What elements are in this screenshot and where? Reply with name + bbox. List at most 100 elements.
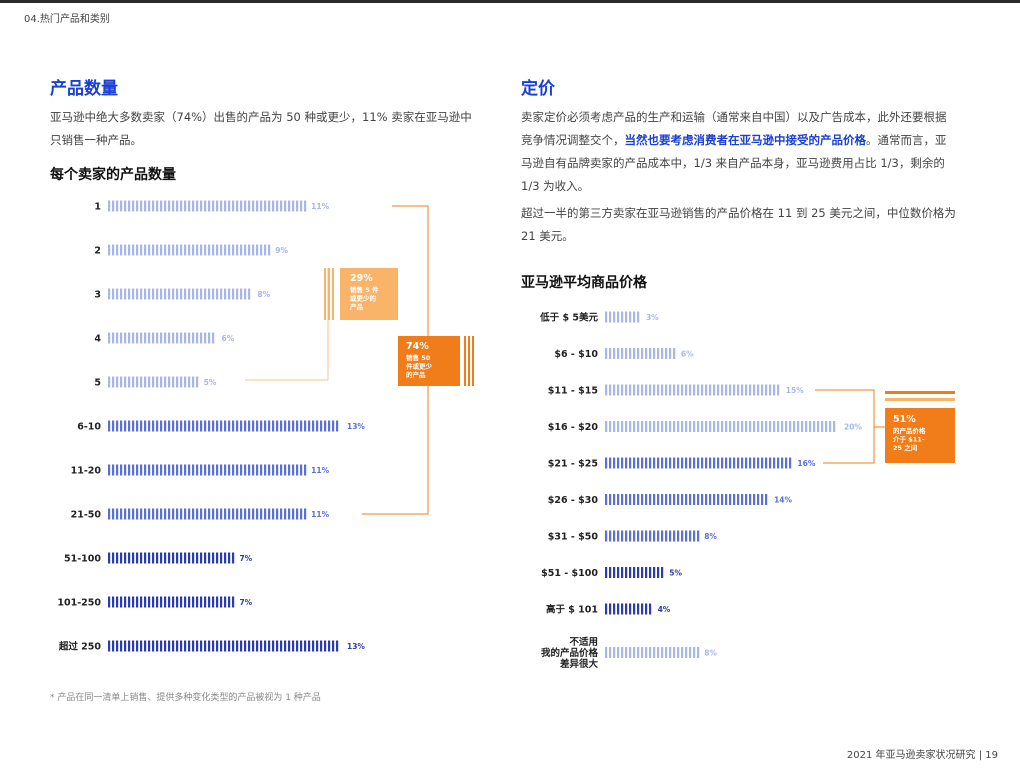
- bar-stripe: [164, 552, 167, 564]
- bar-stripe: [136, 596, 139, 608]
- bar-stripe: [304, 200, 307, 212]
- bar-stripe: [160, 200, 163, 212]
- bar-stripe: [196, 376, 199, 388]
- bar-stripe: [208, 244, 211, 256]
- bar-stripe: [108, 596, 111, 608]
- bar-stripe: [192, 464, 195, 476]
- bar-stripe: [617, 567, 620, 578]
- bar-stripe: [637, 647, 640, 658]
- bar-stripe: [200, 508, 203, 520]
- bar-stripe: [613, 647, 616, 658]
- bar-stripe: [641, 384, 644, 396]
- bar-stripe: [216, 464, 219, 476]
- bar-stripe: [725, 384, 728, 396]
- bar-stripe: [148, 552, 151, 564]
- bar-stripe: [208, 640, 211, 652]
- bar-stripe: [176, 288, 179, 300]
- bar-stripe: [288, 200, 291, 212]
- bar-stripe: [152, 420, 155, 432]
- bar-stripe: [108, 640, 111, 652]
- bar-stripe: [693, 494, 696, 505]
- bar-stripe: [216, 552, 219, 564]
- bar-stripe: [204, 464, 207, 476]
- bar-stripe: [172, 376, 175, 388]
- bar-stripe: [204, 420, 207, 432]
- bar-stripe: [737, 494, 740, 505]
- bar-stripe: [160, 332, 163, 344]
- bar-stripe: [777, 457, 780, 469]
- bar-stripe: [112, 464, 115, 476]
- bar-stripe: [264, 464, 267, 476]
- bar-stripe: [693, 421, 696, 432]
- bar-stripe: [192, 288, 195, 300]
- callout-29-text: 产品: [350, 302, 364, 311]
- bar-stripe: [629, 494, 632, 505]
- bar-stripe: [741, 384, 744, 396]
- bar-stripe: [809, 421, 812, 432]
- bar-stripe: [188, 200, 191, 212]
- bar-stripe: [677, 457, 680, 469]
- bar-stripe: [625, 384, 628, 396]
- bar-stripe: [725, 494, 728, 505]
- bar-stripe: [701, 494, 704, 505]
- bar-stripe: [829, 421, 832, 432]
- category-label: $6 - $10: [554, 349, 598, 360]
- callout-stripe: [324, 268, 326, 320]
- bar-stripe: [172, 464, 175, 476]
- bar-stripe: [220, 420, 223, 432]
- bar-stripe: [196, 244, 199, 256]
- bar-stripe: [641, 348, 644, 359]
- bar-stripe: [196, 596, 199, 608]
- bar-stripe: [761, 421, 764, 432]
- bar-stripe: [148, 640, 151, 652]
- bar-stripe: [248, 508, 251, 520]
- category-label: $26 - $30: [548, 495, 599, 506]
- bar-stripe: [144, 640, 147, 652]
- bar-stripe: [196, 552, 199, 564]
- bar-stripe: [216, 420, 219, 432]
- bar-stripe: [188, 332, 191, 344]
- bar-stripe: [140, 200, 143, 212]
- bar-stripe: [216, 288, 219, 300]
- bar-stripe: [220, 288, 223, 300]
- bar-stripe: [176, 552, 179, 564]
- bar-stripe: [184, 288, 187, 300]
- bar-stripe: [645, 494, 648, 505]
- bar-stripe: [761, 494, 764, 505]
- value-label: 5%: [204, 378, 217, 387]
- bar-stripe: [288, 420, 291, 432]
- bar-stripe: [108, 552, 111, 564]
- bar-stripe: [128, 464, 131, 476]
- bar-stripe: [633, 603, 636, 615]
- bar-stripe: [645, 348, 648, 359]
- bar-stripe: [208, 464, 211, 476]
- bar-stripe: [629, 311, 632, 323]
- bar-stripe: [152, 200, 155, 212]
- bar-stripe: [244, 244, 247, 256]
- bar-stripe: [681, 457, 684, 469]
- bar-stripe: [112, 332, 115, 344]
- bar-stripe: [797, 421, 800, 432]
- bar-stripe: [641, 530, 644, 542]
- bar-stripe: [140, 596, 143, 608]
- bar-stripe: [128, 376, 131, 388]
- bar-stripe: [232, 552, 235, 564]
- bar-stripe: [304, 464, 307, 476]
- bar-stripe: [260, 244, 263, 256]
- bar-stripe: [733, 457, 736, 469]
- bar-stripe: [244, 420, 247, 432]
- bar-stripe: [252, 200, 255, 212]
- bar-stripe: [605, 603, 608, 615]
- bar-stripe: [228, 420, 231, 432]
- category-label: 2: [94, 246, 101, 257]
- bar-stripe: [609, 457, 612, 469]
- bar-stripe: [132, 288, 135, 300]
- callout-stripe: [332, 268, 334, 320]
- bar-stripe: [152, 376, 155, 388]
- bar-stripe: [168, 508, 171, 520]
- bar-stripe: [669, 348, 672, 359]
- bar-stripe: [697, 421, 700, 432]
- bar-stripe: [132, 376, 135, 388]
- bar-stripe: [192, 596, 195, 608]
- bar-stripe: [184, 244, 187, 256]
